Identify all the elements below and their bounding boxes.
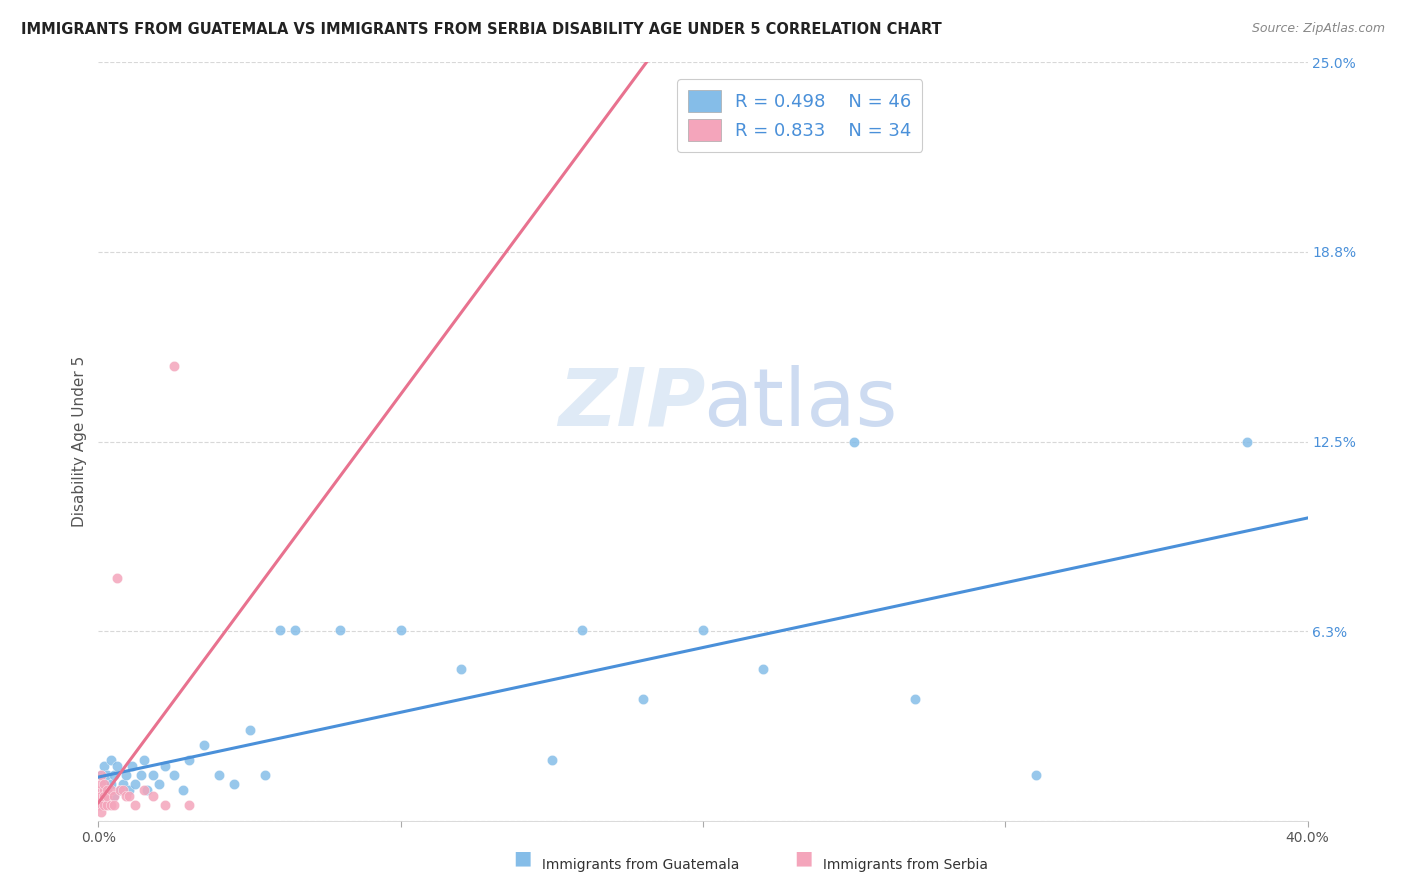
Point <box>93 777 115 791</box>
Point <box>153 798 176 813</box>
Point <box>132 753 155 767</box>
Point <box>111 777 134 791</box>
Point <box>96 789 118 804</box>
Point <box>118 789 141 804</box>
Point <box>114 768 136 782</box>
Point <box>100 798 122 813</box>
Point <box>269 623 291 637</box>
Point <box>89 798 111 813</box>
Point <box>89 789 111 804</box>
Point <box>103 798 125 813</box>
Point <box>93 789 115 804</box>
Point <box>90 783 112 797</box>
Point <box>96 783 118 797</box>
Point <box>844 434 866 449</box>
Point <box>118 783 141 797</box>
Point <box>193 738 215 752</box>
Text: Source: ZipAtlas.com: Source: ZipAtlas.com <box>1251 22 1385 36</box>
Point <box>540 753 562 767</box>
Point <box>124 777 146 791</box>
Point <box>208 768 231 782</box>
Point <box>93 783 115 797</box>
Point <box>114 789 136 804</box>
Point <box>111 783 134 797</box>
Point <box>692 623 714 637</box>
Point <box>752 662 775 676</box>
Point <box>93 789 115 804</box>
Point <box>284 623 307 637</box>
Legend: R = 0.498    N = 46, R = 0.833    N = 34: R = 0.498 N = 46, R = 0.833 N = 34 <box>678 79 922 152</box>
Point <box>96 768 118 782</box>
Point <box>90 789 112 804</box>
Point <box>90 768 112 782</box>
Point <box>904 692 927 706</box>
Point <box>90 777 112 791</box>
Point <box>90 798 112 813</box>
Text: Immigrants from Guatemala: Immigrants from Guatemala <box>520 858 740 872</box>
Point <box>135 783 157 797</box>
Point <box>90 798 112 813</box>
Point <box>103 789 125 804</box>
Point <box>90 789 112 804</box>
Text: ZIP: ZIP <box>558 365 706 442</box>
Y-axis label: Disability Age Under 5: Disability Age Under 5 <box>72 356 87 527</box>
Point <box>253 768 276 782</box>
Point <box>100 777 122 791</box>
Point <box>93 759 115 773</box>
Text: ■: ■ <box>513 848 531 867</box>
Point <box>108 783 131 797</box>
Point <box>89 783 111 797</box>
Point <box>179 753 201 767</box>
Point <box>90 783 112 797</box>
Point <box>103 789 125 804</box>
Point <box>121 759 143 773</box>
Point <box>179 798 201 813</box>
Point <box>132 783 155 797</box>
Point <box>163 768 186 782</box>
Point <box>93 798 115 813</box>
Point <box>90 805 112 819</box>
Point <box>631 692 654 706</box>
Text: IMMIGRANTS FROM GUATEMALA VS IMMIGRANTS FROM SERBIA DISABILITY AGE UNDER 5 CORRE: IMMIGRANTS FROM GUATEMALA VS IMMIGRANTS … <box>21 22 942 37</box>
Point <box>103 768 125 782</box>
Text: Immigrants from Serbia: Immigrants from Serbia <box>801 858 988 872</box>
Point <box>105 571 128 585</box>
Point <box>1236 434 1258 449</box>
Point <box>329 623 352 637</box>
Point <box>96 783 118 797</box>
Point <box>93 777 115 791</box>
Point <box>100 783 122 797</box>
Point <box>1024 768 1046 782</box>
Point <box>105 759 128 773</box>
Point <box>450 662 472 676</box>
Point <box>172 783 194 797</box>
Point <box>571 623 593 637</box>
Point <box>389 623 412 637</box>
Point <box>142 768 165 782</box>
Point <box>239 723 262 737</box>
Point <box>129 768 152 782</box>
Point <box>163 359 186 373</box>
Point <box>93 789 115 804</box>
Point <box>142 789 165 804</box>
Point <box>224 777 246 791</box>
Text: ■: ■ <box>794 848 813 867</box>
Point <box>148 777 170 791</box>
Point <box>108 783 131 797</box>
Text: atlas: atlas <box>703 365 897 442</box>
Point <box>100 753 122 767</box>
Point <box>96 798 118 813</box>
Point <box>153 759 176 773</box>
Point <box>90 768 112 782</box>
Point <box>124 798 146 813</box>
